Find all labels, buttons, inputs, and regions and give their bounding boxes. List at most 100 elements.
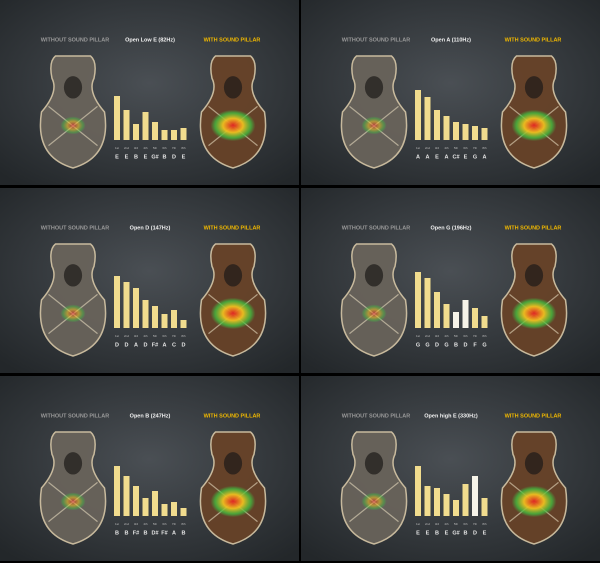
sound-hole bbox=[223, 264, 243, 287]
harmonic-label: 3rd bbox=[435, 522, 440, 526]
sound-hole bbox=[63, 452, 83, 475]
bar bbox=[171, 310, 177, 328]
harmonic-label: 6th bbox=[162, 146, 167, 150]
harmonic-label: 2nd bbox=[124, 522, 129, 526]
guitar-body bbox=[39, 55, 107, 169]
bar bbox=[114, 466, 120, 516]
bar bbox=[152, 491, 158, 516]
sound-hole bbox=[524, 452, 544, 475]
bar bbox=[133, 288, 139, 328]
bar bbox=[180, 508, 187, 516]
panel-title: Open D (147Hz) bbox=[130, 225, 171, 231]
note-label: B bbox=[464, 530, 468, 536]
harmonic-label: 2nd bbox=[425, 522, 430, 526]
harmonic-label: 4th bbox=[143, 522, 148, 526]
guitar bbox=[39, 55, 107, 169]
harmonic-label: 1st bbox=[115, 522, 119, 526]
heat-spot bbox=[511, 109, 557, 142]
bar bbox=[114, 96, 120, 140]
sound-hole bbox=[63, 76, 83, 99]
guitar bbox=[39, 243, 107, 357]
bar bbox=[180, 128, 187, 140]
note-label: D bbox=[125, 342, 129, 348]
harmonic-label: 7th bbox=[473, 334, 478, 338]
guitar bbox=[340, 243, 408, 357]
harmonic-label: 5th bbox=[454, 522, 459, 526]
note-label: A bbox=[445, 154, 449, 160]
note-label: E bbox=[426, 530, 430, 536]
heat-spot bbox=[60, 304, 86, 323]
harmonic-label: 3rd bbox=[134, 522, 139, 526]
note-label: G bbox=[444, 342, 448, 348]
panel-title: Open G (196Hz) bbox=[431, 225, 472, 231]
heat-spot bbox=[361, 116, 387, 135]
note-label: G# bbox=[452, 530, 459, 536]
harmonic-label: 1st bbox=[115, 146, 119, 150]
note-label: D bbox=[473, 530, 477, 536]
bar bbox=[481, 316, 488, 328]
panel-title: Open high E (330Hz) bbox=[424, 413, 478, 419]
note-label: E bbox=[435, 154, 439, 160]
harmonic-label: 4th bbox=[444, 146, 449, 150]
guitar bbox=[340, 431, 408, 545]
guitar-body bbox=[340, 431, 408, 545]
note-label: E bbox=[125, 154, 129, 160]
bar bbox=[133, 124, 139, 140]
note-label: E bbox=[464, 154, 468, 160]
bar bbox=[161, 314, 168, 328]
harmonic-label: 7th bbox=[473, 146, 478, 150]
bar bbox=[142, 300, 149, 328]
harmonic-label: 4th bbox=[143, 146, 148, 150]
left-label: WITHOUT SOUND PILLAR bbox=[41, 225, 109, 231]
note-label: B bbox=[163, 154, 167, 160]
bar bbox=[152, 122, 158, 140]
bar bbox=[180, 320, 187, 328]
note-label: E bbox=[416, 530, 420, 536]
guitar bbox=[500, 243, 568, 357]
guitar bbox=[500, 55, 568, 169]
note-label: E bbox=[483, 530, 487, 536]
note-label: B bbox=[125, 530, 129, 536]
note-label: B bbox=[435, 530, 439, 536]
note-label: G bbox=[425, 342, 429, 348]
harmonic-label: 5th bbox=[454, 334, 459, 338]
guitar-body bbox=[340, 243, 408, 357]
harmonic-label: 2nd bbox=[425, 334, 430, 338]
bar bbox=[424, 97, 431, 140]
harmonic-label: 8th bbox=[482, 146, 487, 150]
note-label: D bbox=[172, 154, 176, 160]
panel-title: Open Low E (82Hz) bbox=[125, 37, 175, 43]
bar bbox=[161, 130, 168, 140]
note-label: A bbox=[416, 154, 420, 160]
bar bbox=[123, 476, 130, 516]
harmonic-label: 5th bbox=[153, 334, 158, 338]
bar bbox=[434, 488, 440, 516]
note-label: A bbox=[134, 342, 138, 348]
note-label: E bbox=[182, 154, 186, 160]
bar bbox=[481, 128, 488, 140]
note-label: D bbox=[144, 342, 148, 348]
bar bbox=[453, 312, 459, 328]
note-label: B bbox=[115, 530, 119, 536]
heat-spot bbox=[511, 485, 557, 518]
bar bbox=[133, 486, 139, 516]
harmonic-label: 8th bbox=[181, 146, 186, 150]
bar bbox=[453, 122, 459, 140]
bar bbox=[472, 308, 478, 328]
bar bbox=[443, 116, 450, 140]
bar bbox=[424, 486, 431, 516]
note-label: G bbox=[482, 342, 486, 348]
heat-spot bbox=[210, 297, 256, 330]
bar bbox=[462, 300, 469, 328]
guitar bbox=[39, 431, 107, 545]
harmonic-label: 2nd bbox=[124, 334, 129, 338]
bar bbox=[123, 282, 130, 328]
harmonic-label: 5th bbox=[153, 522, 158, 526]
harmonic-label: 1st bbox=[416, 146, 420, 150]
guitar bbox=[199, 55, 267, 169]
note-label: A bbox=[426, 154, 430, 160]
note-label: A bbox=[163, 342, 167, 348]
heat-spot bbox=[210, 109, 256, 142]
harmonic-label: 4th bbox=[444, 334, 449, 338]
harmonic-label: 3rd bbox=[435, 334, 440, 338]
